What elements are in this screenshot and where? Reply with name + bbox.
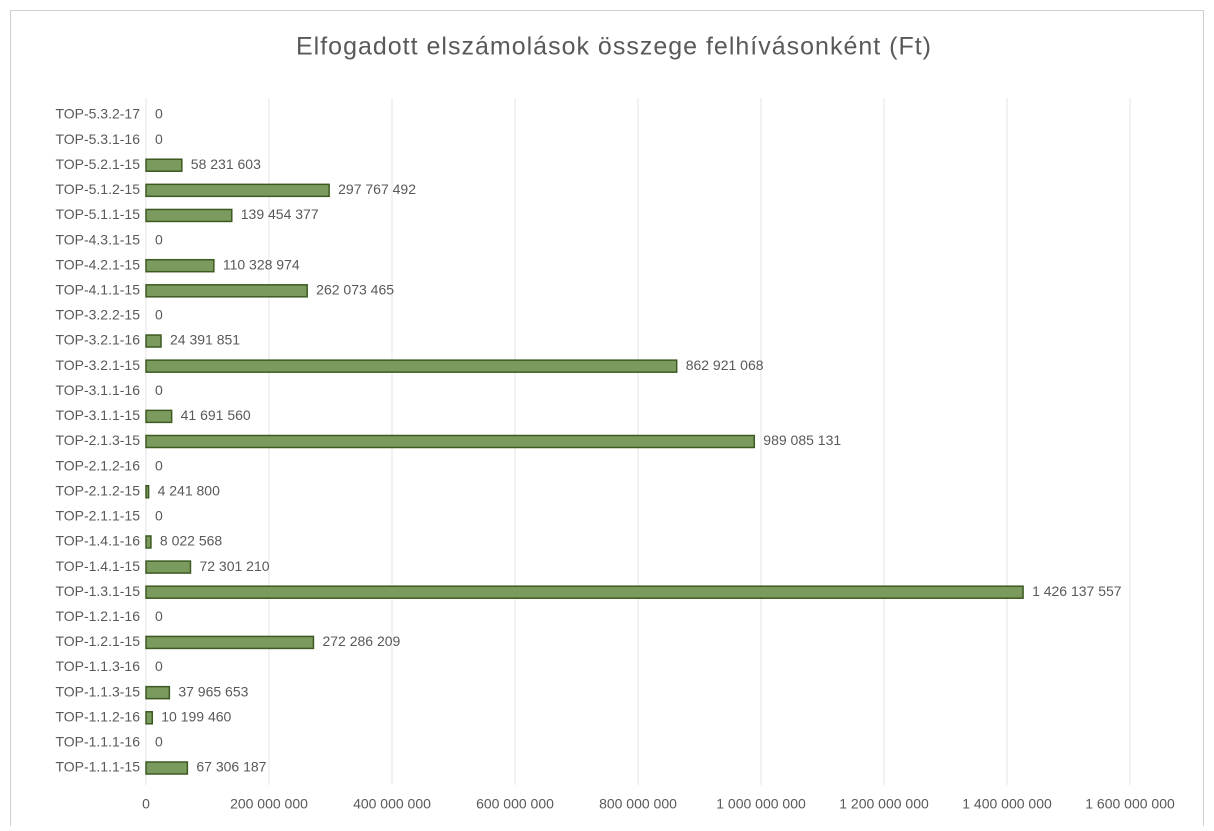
- data-label: 0: [155, 457, 163, 473]
- y-tick-label: TOP-2.1.3-15: [55, 432, 140, 448]
- x-tick-label: 0: [142, 796, 150, 812]
- bar: [145, 635, 315, 650]
- y-tick-label: TOP-1.1.2-16: [55, 708, 140, 724]
- data-label: 989 085 131: [763, 432, 841, 448]
- data-label: 58 231 603: [191, 156, 261, 172]
- data-label: 262 073 465: [316, 282, 394, 298]
- y-tick-label: TOP-1.4.1-15: [55, 558, 140, 574]
- x-tick-label: 400 000 000: [353, 796, 431, 812]
- data-label: 0: [155, 734, 163, 750]
- y-tick-label: TOP-5.1.2-15: [55, 181, 140, 197]
- y-tick-label: TOP-5.2.1-15: [55, 156, 140, 172]
- data-label: 0: [155, 106, 163, 122]
- data-label: 10 199 460: [161, 708, 231, 724]
- data-label: 8 022 568: [160, 533, 222, 549]
- bar: [145, 685, 171, 700]
- bar: [145, 585, 1024, 599]
- data-label: 24 391 851: [170, 332, 240, 348]
- bar: [145, 258, 215, 273]
- bar: [145, 560, 192, 574]
- data-label: 0: [155, 608, 163, 624]
- y-tick-label: TOP-1.1.1-16: [55, 734, 140, 750]
- bar: [145, 334, 162, 348]
- bar: [145, 711, 154, 725]
- y-tick-label: TOP-2.1.2-15: [55, 482, 140, 498]
- y-tick-label: TOP-4.2.1-15: [55, 256, 140, 272]
- bar: [145, 409, 173, 424]
- x-tick-label: 1 400 000 000: [962, 796, 1052, 812]
- y-tick-label: TOP-3.2.1-16: [55, 332, 140, 348]
- data-label: 1 426 137 557: [1032, 583, 1122, 599]
- y-tick-label: TOP-1.3.1-15: [55, 583, 140, 599]
- data-label: 272 286 209: [322, 633, 400, 649]
- chart-border: [10, 10, 1204, 831]
- chart-title: Elfogadott elszámolások összege felhívás…: [296, 33, 932, 61]
- x-tick-label: 800 000 000: [599, 796, 677, 812]
- bar: [145, 359, 678, 373]
- bar: [145, 284, 308, 298]
- y-tick-label: TOP-4.3.1-15: [55, 231, 140, 247]
- data-label: 0: [155, 307, 163, 323]
- data-label: 72 301 210: [199, 558, 269, 574]
- y-tick-label: TOP-3.2.2-15: [55, 307, 140, 323]
- data-label: 110 328 974: [223, 256, 300, 272]
- y-tick-label: TOP-1.1.3-15: [55, 683, 140, 699]
- data-label: 67 306 187: [196, 759, 266, 775]
- y-tick-label: TOP-1.1.1-15: [55, 759, 140, 775]
- bar: [145, 484, 150, 499]
- y-tick-label: TOP-5.3.1-16: [55, 131, 140, 147]
- data-label: 297 767 492: [338, 181, 416, 197]
- data-label: 37 965 653: [178, 683, 248, 699]
- data-label: 862 921 068: [686, 357, 764, 373]
- bar: [145, 208, 233, 223]
- data-label: 4 241 800: [158, 482, 220, 498]
- y-tick-label: TOP-3.2.1-15: [55, 357, 140, 373]
- y-tick-label: TOP-2.1.2-16: [55, 457, 140, 473]
- y-tick-label: TOP-2.1.1-15: [55, 508, 140, 524]
- y-tick-label: TOP-1.2.1-16: [55, 608, 140, 624]
- data-label: 41 691 560: [181, 407, 251, 423]
- data-label: 0: [155, 131, 163, 147]
- y-tick-label: TOP-1.1.3-16: [55, 658, 140, 674]
- x-tick-label: 600 000 000: [476, 796, 554, 812]
- bar: [145, 434, 756, 449]
- bar: [145, 183, 330, 198]
- y-tick-label: TOP-1.2.1-15: [55, 633, 140, 649]
- y-tick-label: TOP-4.1.1-15: [55, 282, 140, 298]
- x-tick-label: 200 000 000: [230, 796, 308, 812]
- data-label: 0: [155, 382, 163, 398]
- y-tick-label: TOP-3.1.1-16: [55, 382, 140, 398]
- bar: [145, 158, 183, 172]
- data-label: 0: [155, 508, 163, 524]
- y-tick-label: TOP-1.4.1-16: [55, 533, 140, 549]
- y-tick-label: TOP-5.3.2-17: [55, 106, 140, 122]
- data-label: 139 454 377: [241, 206, 319, 222]
- bar: [145, 535, 152, 549]
- x-tick-label: 1 200 000 000: [839, 796, 929, 812]
- x-tick-label: 1 000 000 000: [716, 796, 806, 812]
- y-tick-label: TOP-3.1.1-15: [55, 407, 140, 423]
- y-tick-label: TOP-5.1.1-15: [55, 206, 140, 222]
- data-label: 0: [155, 658, 163, 674]
- bar: [145, 761, 189, 775]
- x-tick-label: 1 600 000 000: [1085, 796, 1175, 812]
- data-label: 0: [155, 231, 163, 247]
